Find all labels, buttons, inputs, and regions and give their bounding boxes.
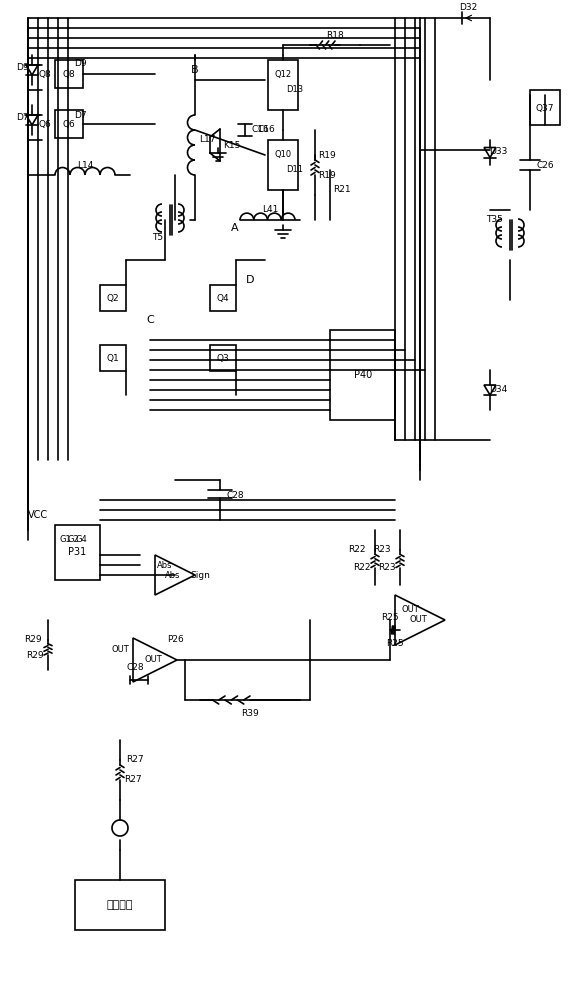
Text: D32: D32 xyxy=(459,3,477,12)
Text: T35: T35 xyxy=(486,216,503,225)
Text: C16: C16 xyxy=(251,125,269,134)
Bar xyxy=(100,285,126,311)
Bar xyxy=(210,285,236,311)
Text: Q6: Q6 xyxy=(63,119,76,128)
Text: R25: R25 xyxy=(381,613,399,622)
Text: C26: C26 xyxy=(536,160,554,169)
Text: C16: C16 xyxy=(257,125,275,134)
Text: P31: P31 xyxy=(68,547,86,557)
Text: P26: P26 xyxy=(166,636,183,645)
Text: D33: D33 xyxy=(489,147,507,156)
Text: K15: K15 xyxy=(223,140,241,149)
Text: L14: L14 xyxy=(77,160,93,169)
Text: Q3: Q3 xyxy=(217,354,229,362)
Bar xyxy=(55,525,100,580)
Text: Q8: Q8 xyxy=(63,70,76,79)
Text: L17: L17 xyxy=(199,135,215,144)
Text: Abs: Abs xyxy=(165,570,180,580)
Text: OUT: OUT xyxy=(409,615,427,624)
Text: R22: R22 xyxy=(348,546,366,554)
Text: P40: P40 xyxy=(354,370,372,380)
Text: D7: D7 xyxy=(16,113,28,122)
Bar xyxy=(268,60,298,110)
Text: G4: G4 xyxy=(75,536,87,544)
Text: C: C xyxy=(146,315,154,325)
Text: R29: R29 xyxy=(26,650,44,660)
Text: Q6: Q6 xyxy=(39,119,52,128)
Text: OUT: OUT xyxy=(144,656,162,664)
Bar xyxy=(55,110,83,138)
Text: R23: R23 xyxy=(373,546,391,554)
Text: Q8: Q8 xyxy=(39,70,52,79)
Bar xyxy=(268,140,298,190)
Text: C28: C28 xyxy=(226,490,244,499)
Text: L41: L41 xyxy=(262,206,278,215)
Text: R29: R29 xyxy=(24,636,42,645)
Text: R19: R19 xyxy=(318,170,336,180)
Text: Q10: Q10 xyxy=(274,150,292,159)
Bar xyxy=(75,880,165,930)
Text: D7: D7 xyxy=(74,110,86,119)
Text: D9: D9 xyxy=(16,64,28,73)
Text: D34: D34 xyxy=(489,385,507,394)
Text: Q2: Q2 xyxy=(107,294,120,302)
Text: OUT: OUT xyxy=(111,646,129,654)
Bar xyxy=(100,345,126,371)
Text: D11: D11 xyxy=(287,165,304,174)
Bar xyxy=(210,345,236,371)
Bar xyxy=(530,90,560,125)
Text: R19: R19 xyxy=(318,150,336,159)
Text: G2: G2 xyxy=(67,536,79,544)
Text: D: D xyxy=(246,275,254,285)
Text: R21: R21 xyxy=(333,186,351,194)
Bar xyxy=(55,60,83,88)
Text: OUT: OUT xyxy=(401,605,419,614)
Text: 控制装置: 控制装置 xyxy=(107,900,133,910)
Text: Q1: Q1 xyxy=(107,354,120,362)
Text: R39: R39 xyxy=(241,708,259,718)
Text: R18: R18 xyxy=(326,30,344,39)
Text: Q4: Q4 xyxy=(217,294,229,302)
Text: Q12: Q12 xyxy=(274,70,292,80)
Text: R27: R27 xyxy=(126,756,144,764)
Text: C28: C28 xyxy=(126,664,144,672)
Text: D13: D13 xyxy=(287,86,304,95)
Text: Q37: Q37 xyxy=(536,104,554,112)
Text: Sign: Sign xyxy=(190,570,210,580)
Bar xyxy=(330,330,395,420)
Text: A: A xyxy=(231,223,239,233)
Text: Abs: Abs xyxy=(157,560,173,570)
Text: G1: G1 xyxy=(59,536,71,544)
Text: R27: R27 xyxy=(124,776,142,784)
Text: D9: D9 xyxy=(74,58,86,68)
Text: T5: T5 xyxy=(152,233,163,242)
Text: R22: R22 xyxy=(353,564,371,572)
Text: R25: R25 xyxy=(386,639,404,648)
Text: R23: R23 xyxy=(378,564,396,572)
Text: B: B xyxy=(191,65,199,75)
Text: VCC: VCC xyxy=(28,510,48,520)
